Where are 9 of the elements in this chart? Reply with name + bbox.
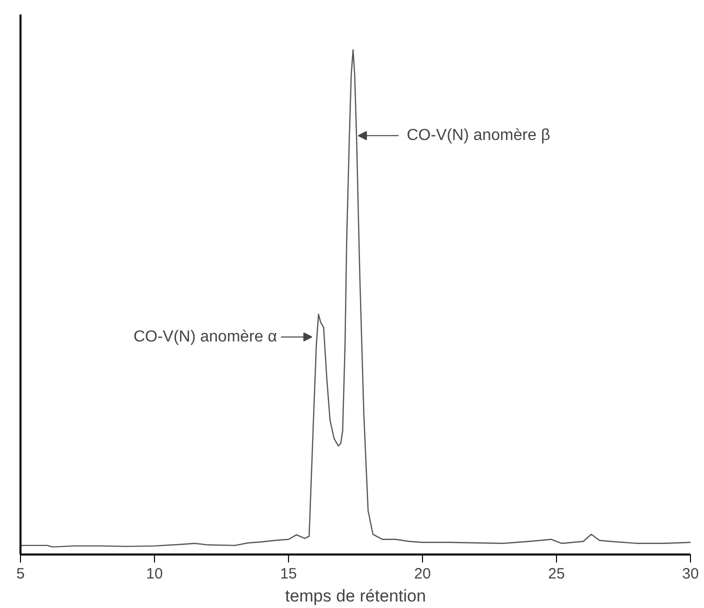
- x-axis-title: temps de rétention: [285, 586, 426, 606]
- x-tick-label: 20: [414, 566, 431, 582]
- annotation: CO-V(N) anomère β: [406, 127, 550, 144]
- x-tick-label: 5: [16, 566, 25, 582]
- x-tick-label: 15: [280, 566, 297, 582]
- x-tick-label: 30: [682, 566, 699, 582]
- x-tick-label: 10: [146, 566, 163, 582]
- x-tick-label: 25: [548, 566, 565, 582]
- annotation: CO-V(N) anomère α: [133, 328, 277, 346]
